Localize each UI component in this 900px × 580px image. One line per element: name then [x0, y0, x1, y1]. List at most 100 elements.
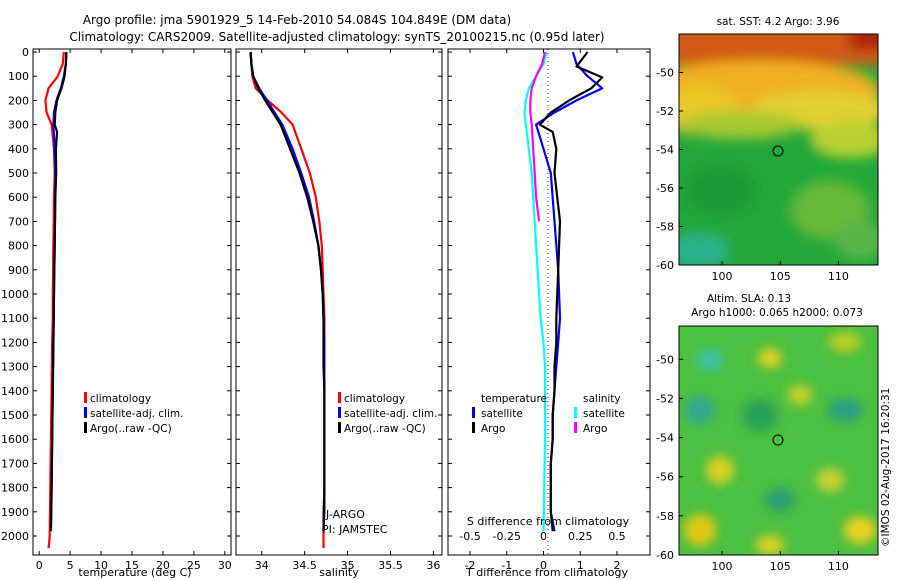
x-tick-label: 1: [577, 559, 584, 572]
depth-tick-label: 600: [8, 191, 29, 204]
lon-tick-label: 105: [770, 270, 791, 283]
depth-tick-label: 1500: [1, 409, 29, 422]
lon-tick-label: 100: [712, 270, 733, 283]
legend-label-s-argo: Argo: [583, 423, 607, 435]
t-difference-x-label: T difference from climatology: [465, 566, 628, 579]
legend-swatch-t-satellite: [472, 407, 475, 418]
x-tick-label: 2: [613, 559, 620, 572]
depth-tick-label: 0: [22, 46, 29, 59]
legend-label-s-satellite: satellite: [583, 408, 625, 420]
lon-tick-label: 110: [828, 560, 849, 573]
s-diff-tick-label: 0: [540, 530, 547, 543]
salinity-satellite-line: [523, 51, 548, 532]
legend-swatch-argo: [338, 422, 341, 433]
depth-tick-label: 2000: [1, 530, 29, 543]
depth-tick-label: 100: [8, 70, 29, 83]
x-tick-label: 0: [540, 559, 547, 572]
lat-tick-label: -60: [656, 549, 674, 562]
depth-tick-label: 500: [8, 167, 29, 180]
lat-tick-label: -50: [656, 353, 674, 366]
depth-tick-label: 900: [8, 264, 29, 277]
depth-tick-label: 1800: [1, 482, 29, 495]
x-tick-label: 20: [156, 559, 170, 572]
legend-swatch-climatology: [84, 392, 87, 403]
argo-raw-qc--line: [249, 51, 326, 532]
s-difference-x-label: S difference from climatology: [467, 515, 630, 528]
legend-label-t-argo: Argo: [481, 423, 505, 435]
depth-tick-label: 1200: [1, 336, 29, 349]
s-diff-tick-label: 0.5: [608, 530, 626, 543]
x-tick-label: 5: [67, 559, 74, 572]
salinity-x-axis: 34 34.5 35 35.5 36: [255, 49, 440, 572]
temperature-profile-lines: [44, 51, 68, 549]
depth-tick-label: 300: [8, 119, 29, 132]
difference-legend: temperature satellite Argo salinity sate…: [472, 393, 625, 435]
sst-map-lon-ticks: 100 105 110: [712, 261, 849, 283]
difference-panel-frame: [447, 48, 651, 556]
x-tick-label: 34: [255, 559, 269, 572]
lat-tick-label: -56: [656, 182, 674, 195]
salinity-legend: climatology satellite-adj. clim. Argo(..…: [338, 392, 437, 435]
salinity-panel: 34 34.5 35 35.5 36 salinity climatology sate…: [235, 48, 443, 579]
lat-tick-label: -60: [656, 259, 674, 272]
depth-tick-label: 200: [8, 94, 29, 107]
x-tick-label: 0: [36, 559, 43, 572]
lat-tick-label: -54: [656, 432, 674, 445]
s-difference-x-axis: -0.5 -0.25 0 0.25 0.5: [459, 530, 625, 543]
float-project: J-ARGO: [325, 508, 365, 521]
lat-tick-label: -52: [656, 392, 674, 405]
legend-swatch-s-satellite: [574, 407, 577, 418]
x-tick-label: 25: [187, 559, 201, 572]
temperature-legend: climatology satellite-adj. clim. Argo(..…: [84, 392, 183, 435]
s-diff-tick-label: -0.25: [493, 530, 521, 543]
legend-swatch-t-argo: [472, 422, 475, 433]
x-tick-label: 35.5: [378, 559, 403, 572]
sst-map-image: [679, 34, 878, 265]
difference-depth-ticks: [448, 51, 650, 537]
lat-tick-label: -56: [656, 471, 674, 484]
legend-swatch-satellite: [338, 407, 341, 418]
salinity-x-label: salinity: [319, 566, 359, 579]
argo-raw-qc--line: [49, 51, 68, 532]
title-line-1: Argo profile: jma 5901929_5 14-Feb-2010 …: [83, 13, 511, 27]
climatology-line: [249, 51, 326, 549]
depth-axis: 0 100 200 300 400 500 600 700 800 900 1000 1100 1200…: [1, 46, 231, 543]
sla-map-title-1: Altim. SLA: 0.13: [707, 293, 791, 305]
temperature-x-axis: 0 5 10 15 20 25 30: [36, 49, 232, 572]
lon-tick-label: 105: [770, 560, 791, 573]
depth-tick-label: 1000: [1, 288, 29, 301]
salinity-argo-line: [529, 51, 547, 222]
x-tick-label: -1: [501, 559, 512, 572]
depth-tick-label: 1300: [1, 361, 29, 374]
sst-map: sat. SST: 4.2 Argo: 3.96: [656, 16, 879, 283]
sla-map-title-2: Argo h1000: 0.065 h2000: 0.073: [691, 307, 863, 319]
legend-label-satellite: satellite-adj. clim.: [90, 408, 183, 420]
salinity-depth-ticks: [236, 51, 442, 537]
x-tick-label: 15: [125, 559, 139, 572]
depth-tick-label: 1400: [1, 385, 29, 398]
x-tick-label: 10: [94, 559, 108, 572]
lon-tick-label: 100: [712, 560, 733, 573]
depth-tick-label: 1100: [1, 312, 29, 325]
temperature-x-label: temperature (deg C): [78, 566, 191, 579]
lat-tick-label: -50: [656, 67, 674, 80]
temperature-argo-line: [538, 51, 604, 532]
s-diff-tick-label: 0.25: [568, 530, 593, 543]
legend-heading-temperature: temperature: [481, 393, 547, 405]
legend-label-climatology: climatology: [90, 393, 151, 405]
float-pi: PI: JAMSTEC: [322, 523, 388, 536]
satellite-adj-clim--line: [249, 51, 326, 532]
sla-map-lat-ticks: -50 -52 -54 -56 -58 -60: [656, 353, 683, 562]
salinity-panel-frame: [235, 48, 443, 556]
depth-tick-label: 1600: [1, 433, 29, 446]
legend-label-t-satellite: satellite: [481, 408, 523, 420]
legend-swatch-climatology: [338, 392, 341, 403]
sla-map-lon-ticks: 100 105 110: [712, 551, 849, 573]
legend-swatch-argo: [84, 422, 87, 433]
lat-tick-label: -58: [656, 221, 674, 234]
legend-label-climatology: climatology: [344, 393, 405, 405]
legend-swatch-s-argo: [574, 422, 577, 433]
lon-tick-label: 110: [828, 270, 849, 283]
temperature-satellite-line: [534, 51, 604, 532]
